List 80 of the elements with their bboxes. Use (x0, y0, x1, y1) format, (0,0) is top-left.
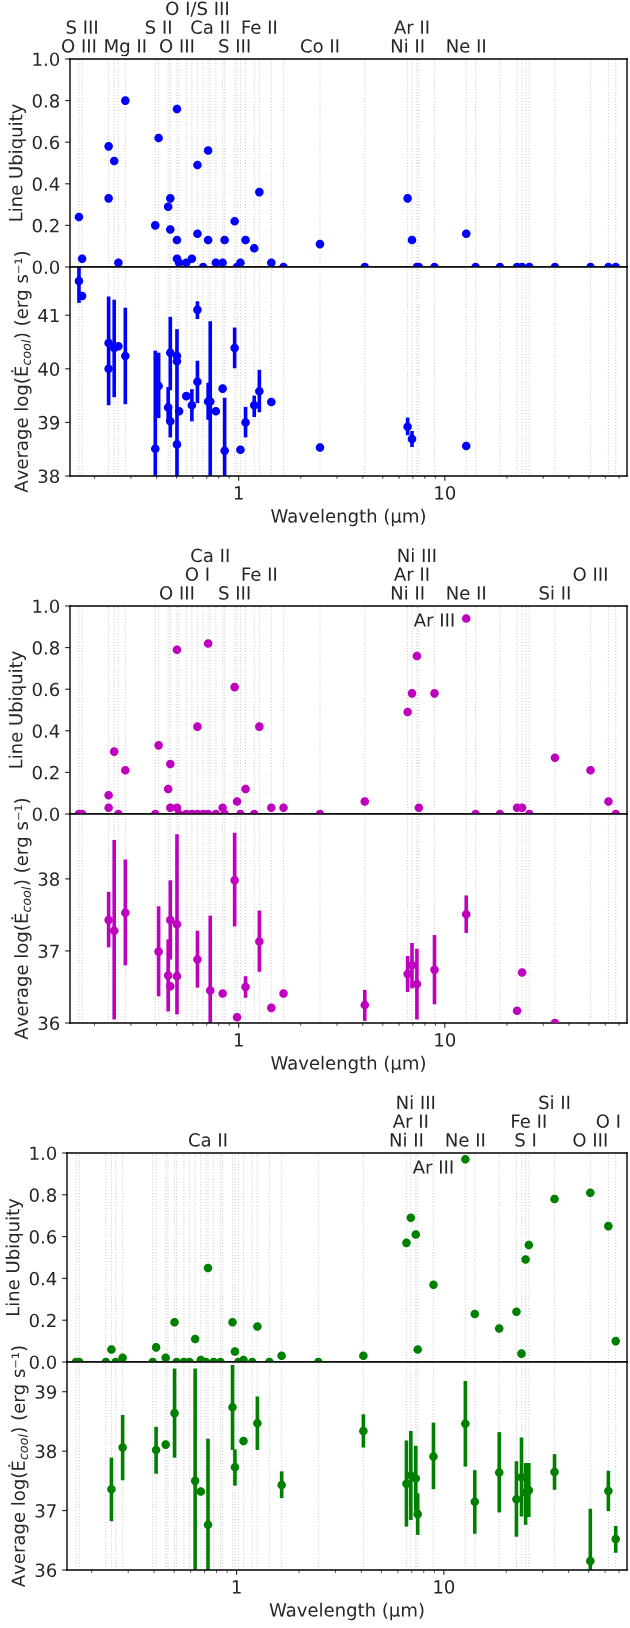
x-tick-label: 10 (434, 1580, 455, 1594)
ref-line-label: Ni II (391, 585, 424, 600)
y-tick-label: 0.0 (29, 1355, 57, 1370)
y-tick-label: 1.0 (30, 1146, 57, 1161)
y-tick-label: 38 (38, 469, 60, 484)
y-axis-title: Average log(Ė$_{cool}$) (erg s⁻¹) (11, 798, 32, 1040)
y-axis-title: Line Ubiquity (8, 104, 27, 221)
ref-line-label: Ni II (391, 38, 424, 53)
x-axis-title: Wavelength (μm) (269, 1602, 424, 1621)
ref-line-label: Ca II (191, 548, 229, 563)
x-tick-label: 10 (435, 486, 456, 500)
x-tick-label: 10 (435, 1033, 456, 1047)
y-axis-title: Average log(Ė$_{cool}$) (erg s⁻¹) (11, 251, 32, 493)
y-tick-label: 38 (38, 872, 60, 886)
y-tick-label: 37 (35, 1504, 56, 1518)
y-tick-label: 0.0 (32, 260, 60, 275)
ref-line-label: Ne II (447, 586, 485, 600)
y-tick-label: 0.2 (29, 1313, 56, 1328)
ref-line-label: Mg II (105, 39, 146, 57)
ref-line-label: S II (145, 20, 171, 34)
y-tick-label: 0.4 (29, 1271, 57, 1286)
y-axis-title: Line Ubiquity (5, 1198, 24, 1316)
ref-line-label: Ar III (413, 613, 454, 627)
ref-line-label: S III (219, 586, 250, 600)
y-tick-label: 1.0 (33, 599, 60, 614)
x-tick-label: 1 (234, 1033, 243, 1047)
ref-line-label: Fe II (242, 567, 277, 581)
ref-line-label: O III (62, 39, 96, 53)
ref-line-label: Ni II (390, 1132, 423, 1147)
ref-line-label: O III (160, 39, 194, 53)
y-tick-label: 0.8 (29, 1188, 57, 1202)
y-tick-label: 36 (35, 1563, 57, 1578)
y-tick-label: 0.6 (32, 135, 60, 150)
ref-line-label: Fe II (512, 1114, 546, 1128)
ref-line-label: S I (515, 1133, 536, 1147)
ref-line-label: Ca II (191, 20, 229, 34)
y-tick-label: 39 (35, 1385, 57, 1399)
y-tick-label: 1.0 (33, 52, 60, 67)
y-tick-label: 0.4 (32, 177, 60, 191)
ref-line-label: O III (573, 1133, 607, 1147)
y-axis-title: Line Ubiquity (8, 651, 27, 768)
y-tick-label: 0.4 (32, 724, 60, 738)
y-tick-label: 0.2 (32, 218, 59, 233)
y-tick-label: 0.2 (32, 765, 59, 780)
ref-line-label: Ni III (397, 1095, 435, 1109)
y-tick-label: 36 (38, 1016, 60, 1031)
ref-line-label: Ar II (392, 1114, 428, 1128)
x-axis-title: Wavelength (μm) (271, 508, 425, 527)
ref-line-label: Ar II (394, 20, 429, 34)
y-tick-label: 37 (38, 944, 59, 959)
x-axis-title: Wavelength (μm) (271, 1055, 425, 1074)
ref-line-label: Fe II (242, 20, 277, 34)
x-tick-label: 1 (234, 486, 243, 500)
ref-line-label: Si II (539, 1095, 570, 1110)
y-tick-label: 0.6 (32, 682, 60, 697)
ref-line-label: Ne II (447, 39, 485, 53)
y-axis-title: Average log(Ė$_{cool}$) (erg s⁻¹) (8, 1346, 29, 1588)
y-tick-label: 38 (35, 1444, 57, 1459)
ref-line-label: O I (185, 567, 209, 581)
y-tick-label: 39 (38, 415, 60, 430)
ref-line-label: Si II (539, 585, 570, 600)
y-tick-label: 40 (38, 362, 60, 376)
ref-line-label: Ca II (188, 1133, 227, 1147)
x-tick-label: 1 (232, 1580, 241, 1594)
ref-line-label: O I/S III (166, 1, 228, 17)
y-tick-label: 0.6 (29, 1230, 57, 1244)
ref-line-label: S III (66, 20, 97, 34)
ref-line-label: Co II (300, 39, 339, 53)
ref-line-label: O III (160, 586, 194, 600)
ref-line-label: S III (219, 39, 250, 53)
ref-line-label: Ni III (398, 548, 436, 562)
ref-line-label: Ar II (394, 567, 429, 581)
y-tick-label: 0.8 (32, 641, 60, 655)
y-tick-label: 0.8 (32, 94, 60, 108)
ref-line-label: Ar III (412, 1160, 453, 1174)
y-tick-label: 0.0 (32, 807, 60, 822)
y-tick-label: 41 (38, 308, 59, 323)
ref-line-label: Ne II (446, 1133, 485, 1147)
ref-line-label: O III (573, 567, 607, 581)
ref-line-label: O I (596, 1114, 620, 1128)
